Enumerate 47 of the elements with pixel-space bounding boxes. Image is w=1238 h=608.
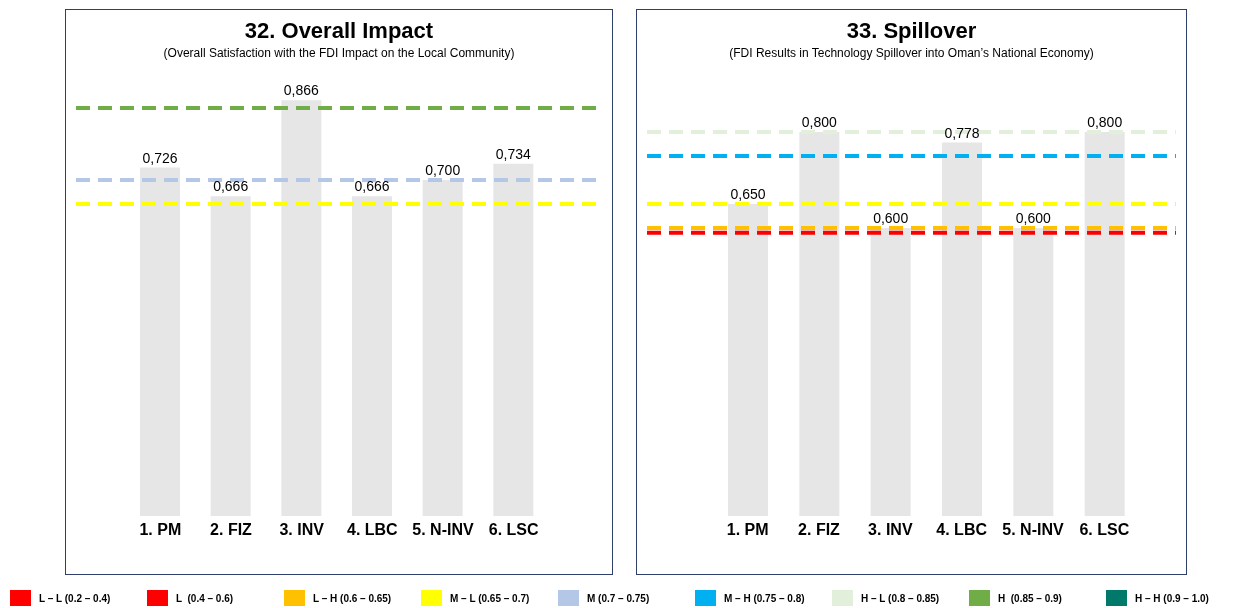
data-label: 0,666: [213, 178, 249, 195]
x-tick-label: 6. LSC: [488, 521, 539, 539]
chart-subtitle: (FDI Results in Technology Spillover into Oman’s National Economy): [728, 46, 1095, 60]
x-tick-label: 3. INV: [279, 521, 325, 539]
x-tick-label: 2. FIZ: [210, 521, 253, 539]
bar: [870, 228, 911, 516]
bar: [728, 204, 768, 516]
category-label: M (0.7 – 0.75): [587, 592, 650, 604]
x-tick-label: 3. INV: [868, 521, 913, 539]
data-label: 0,734: [495, 145, 532, 162]
data-label: 0,600: [873, 210, 909, 226]
bar: [1013, 228, 1054, 516]
x-tick-label: 1. PM: [139, 521, 182, 539]
data-label: 0,700: [425, 162, 461, 178]
category-label: H – L (0.8 – 0.85): [861, 592, 940, 604]
chart-subtitle: (Overall Satisfaction with the FDI Impact on the Local Community): [162, 46, 516, 60]
bar: [210, 196, 251, 516]
category-label: L – H (0.6 – 0.65): [313, 592, 392, 604]
category-label: M – H (0.75 – 0.8): [724, 592, 805, 604]
x-tick-label: 5. N-INV: [1002, 521, 1064, 539]
data-label: 0,866: [283, 82, 320, 99]
data-label: 0,650: [730, 186, 766, 202]
data-label: 0,600: [1015, 210, 1052, 226]
x-tick-label: 4. LBC: [936, 521, 988, 539]
bar: [140, 167, 180, 516]
bar: [493, 163, 534, 516]
chart-title: 32. Overall Impact: [243, 18, 435, 44]
bar: [352, 196, 392, 516]
category-label: M – L (0.65 – 0.7): [450, 592, 530, 604]
chart-title: 33. Spillover: [845, 18, 978, 44]
data-label: 0,778: [944, 124, 980, 141]
category-label: H – H (0.9 – 1.0): [1135, 592, 1209, 604]
data-label: 0,726: [142, 149, 178, 166]
data-label: 0,666: [354, 178, 390, 195]
x-tick-label: 4. LBC: [347, 521, 399, 539]
x-tick-label: 1. PM: [726, 521, 769, 539]
bar: [942, 142, 982, 516]
bar: [422, 180, 463, 516]
category-label: L (0.4 – 0.6): [176, 592, 234, 604]
data-label: 0,800: [1087, 114, 1123, 130]
x-tick-label: 2. FIZ: [798, 521, 841, 539]
category-label: L – L (0.2 – 0.4): [39, 592, 111, 604]
x-tick-label: 5. N-INV: [412, 521, 474, 539]
bar: [281, 100, 322, 516]
x-tick-label: 6. LSC: [1079, 521, 1130, 539]
data-label: 0,800: [801, 114, 838, 130]
category-label: H (0.85 – 0.9): [998, 592, 1062, 604]
